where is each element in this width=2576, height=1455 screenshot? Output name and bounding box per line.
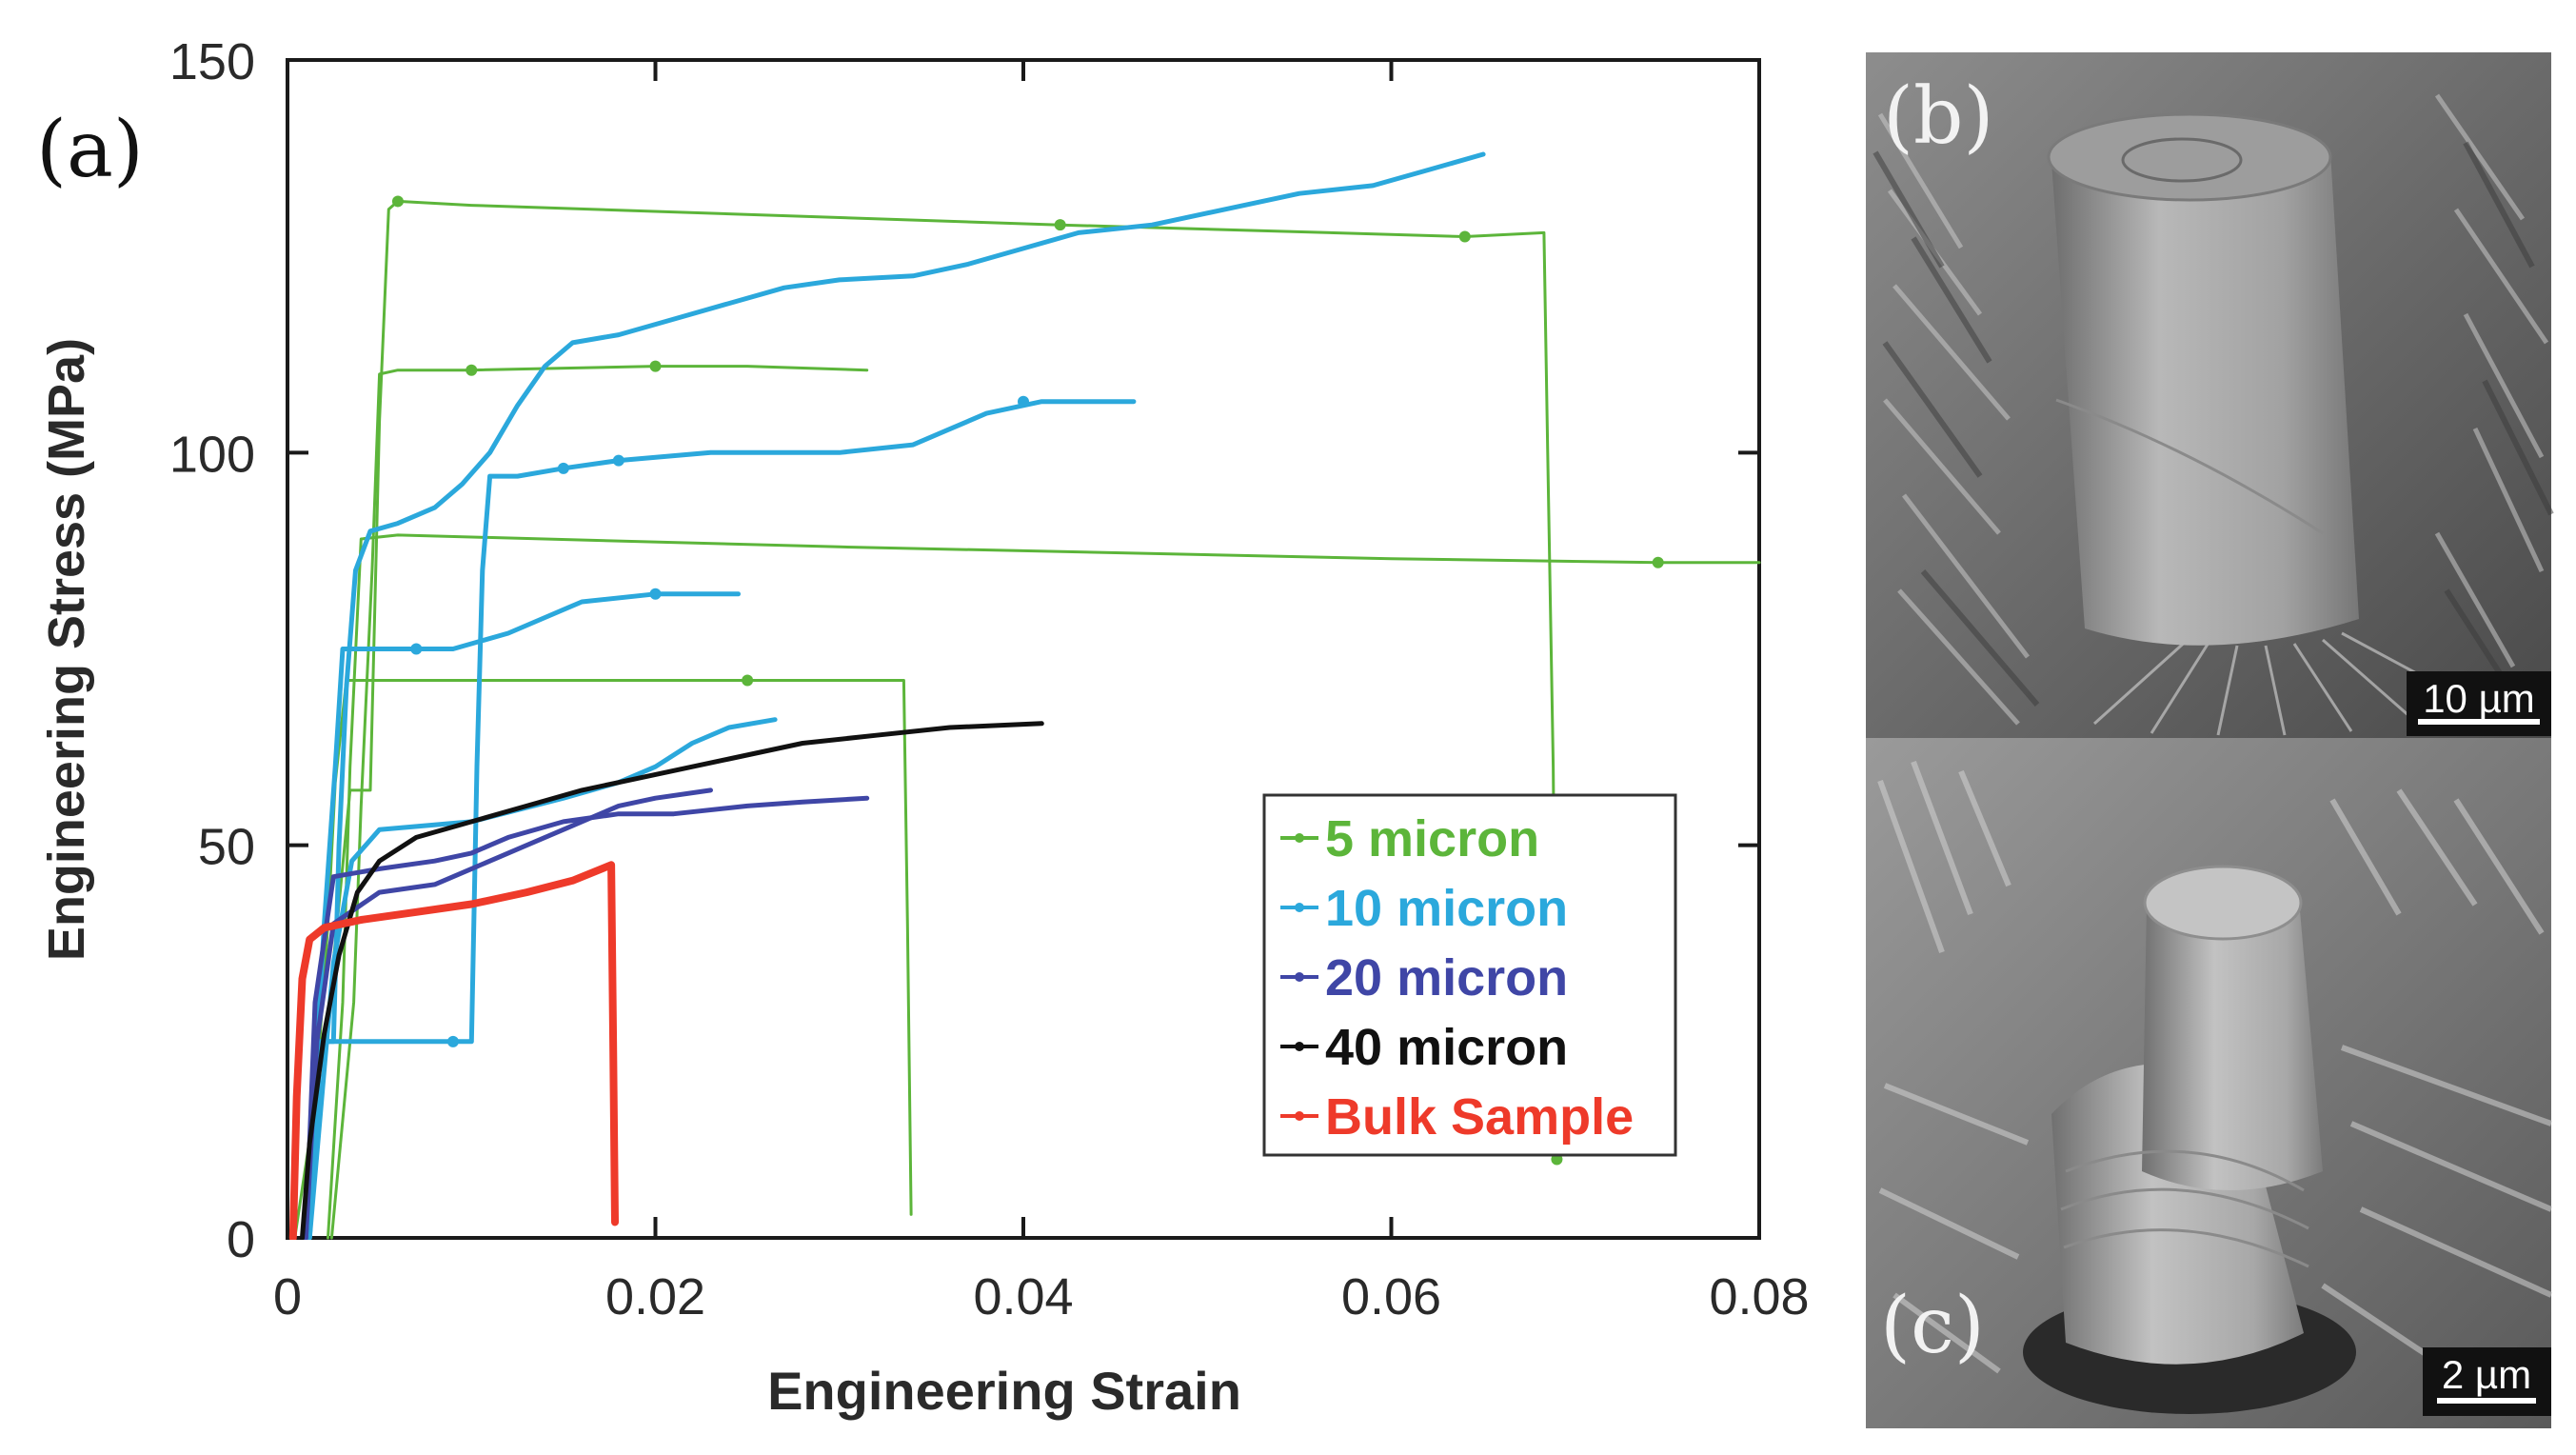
series-line — [303, 787, 713, 1240]
pillar-b-top — [2047, 112, 2332, 202]
legend-label: 40 micron — [1325, 1019, 1568, 1076]
data-point — [1551, 1153, 1563, 1166]
y-tick-labels: 0 50 100 150 — [169, 33, 255, 1268]
series-line — [293, 199, 1558, 1240]
series-line — [303, 795, 870, 1240]
y-tick-label: 50 — [198, 819, 255, 876]
data-point — [649, 360, 662, 372]
data-point — [649, 588, 662, 600]
series-20-micron — [303, 787, 870, 1240]
legend-marker — [1295, 1042, 1304, 1051]
x-tick-label: 0.06 — [1341, 1268, 1441, 1325]
axis-ticks — [286, 58, 1761, 1240]
y-tick-label: 100 — [169, 426, 255, 483]
scale-bar-b-label: 10 µm — [2423, 676, 2535, 721]
legend-label: Bulk Sample — [1325, 1088, 1634, 1146]
chart-panel: (a) 0 0.02 0.04 0.06 0.08 0 50 100 150 Engineer… — [36, 33, 1810, 1421]
legend-label: 10 micron — [1325, 880, 1568, 937]
y-tick-label: 150 — [169, 33, 255, 90]
pillar-b — [2051, 152, 2359, 646]
marker-layer — [391, 195, 1664, 1166]
scale-bar-b: 10 µm — [2407, 671, 2551, 736]
series-line — [307, 151, 1486, 1240]
scale-bar-c-label: 2 µm — [2442, 1352, 2531, 1397]
legend-marker — [1295, 1111, 1304, 1121]
data-point — [446, 1035, 459, 1047]
data-point — [466, 364, 478, 376]
legend-entry: Bulk Sample — [1280, 1088, 1634, 1146]
series-line — [307, 399, 1137, 1240]
pillar-c-top — [2143, 865, 2303, 941]
legend-marker — [1295, 833, 1304, 843]
x-tick-label: 0.08 — [1709, 1268, 1809, 1325]
data-point — [1054, 219, 1066, 231]
x-axis-label: Engineering Strain — [767, 1361, 1241, 1421]
legend-entry: 20 micron — [1280, 949, 1568, 1007]
series-line — [288, 861, 619, 1240]
data-point — [1018, 395, 1029, 408]
pillar-c-slip-lines — [2060, 1149, 2309, 1268]
data-point — [410, 643, 423, 655]
scale-bar-c: 2 µm — [2423, 1347, 2551, 1416]
sem-base-rays-b — [2092, 631, 2476, 736]
series-line — [304, 679, 913, 1240]
sem-texture-c — [1877, 760, 2553, 1403]
legend-marker — [1295, 972, 1304, 982]
legend-label: 5 micron — [1325, 810, 1539, 867]
pillar-b-top-ring — [2121, 137, 2243, 183]
series-layer — [288, 151, 1761, 1240]
x-tick-label: 0.04 — [973, 1268, 1073, 1325]
data-point — [1652, 556, 1664, 568]
y-axis-label: Engineering Stress (MPa) — [38, 338, 95, 961]
legend-entry: 5 micron — [1280, 810, 1539, 867]
series-line — [307, 717, 778, 1240]
data-point — [557, 462, 569, 474]
data-point — [742, 674, 754, 687]
pillar-b-slip-line — [2055, 398, 2324, 535]
data-point — [391, 195, 404, 208]
sem-panel-c: (c) 2 µm — [1866, 738, 2553, 1428]
series-line — [329, 365, 869, 1240]
series-line — [303, 591, 741, 1240]
legend-entry: 10 micron — [1280, 880, 1568, 937]
panel-label-a: (a) — [36, 105, 144, 195]
x-tick-labels: 0 0.02 0.04 0.06 0.08 — [273, 1268, 1810, 1325]
x-tick-label: 0.02 — [605, 1268, 705, 1325]
data-point — [1458, 230, 1471, 243]
sem-panel-b: (b) 10 µm — [1866, 52, 2554, 738]
panel-label-c: (c) — [1880, 1281, 1985, 1371]
series-40-micron — [300, 721, 1044, 1240]
data-point — [612, 454, 624, 467]
legend-label: 20 micron — [1325, 949, 1568, 1007]
pillar-c — [2142, 900, 2323, 1190]
legend-marker — [1295, 903, 1304, 912]
legend-box — [1262, 793, 1677, 1157]
series-bulk-sample — [288, 861, 619, 1240]
series-line — [300, 721, 1044, 1240]
x-tick-label: 0 — [273, 1268, 302, 1325]
legend: 5 micron 10 micron 20 micron 40 micron Bulk … — [1262, 793, 1677, 1157]
legend-entry: 40 micron — [1280, 1019, 1568, 1076]
y-tick-label: 0 — [227, 1211, 255, 1268]
panel-label-b: (b) — [1883, 71, 1993, 162]
